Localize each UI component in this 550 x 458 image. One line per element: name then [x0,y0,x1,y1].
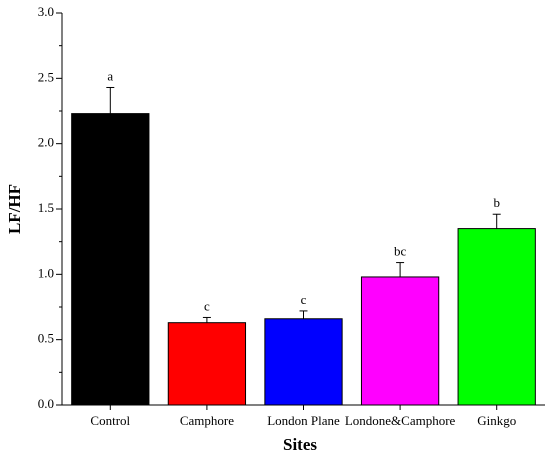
annotation: c [204,298,210,313]
annotation: b [493,195,500,210]
y-tick-label: 1.5 [38,200,54,215]
y-tick-label: 0.5 [38,331,54,346]
bar [360,276,440,406]
y-tick-label: 2.5 [38,69,54,84]
annotation: a [107,68,113,83]
annotation: bc [394,244,407,259]
x-tick-label: Londone&Camphore [345,413,456,428]
annotation: c [301,292,307,307]
bar [264,318,343,406]
y-axis-title: LF/HF [5,184,24,234]
x-axis-title: Sites [283,435,317,454]
bar [167,322,247,406]
x-tick-label: Ginkgo [477,413,516,428]
x-tick-label: Camphore [180,413,234,428]
bar [71,113,150,406]
x-tick-label: London Plane [267,413,340,428]
y-tick-label: 3.0 [38,4,54,19]
y-tick-label: 2.0 [38,135,54,150]
bar [457,228,536,406]
y-tick-label: 0.0 [38,396,54,411]
y-tick-label: 1.0 [38,265,54,280]
x-tick-label: Control [90,413,130,428]
